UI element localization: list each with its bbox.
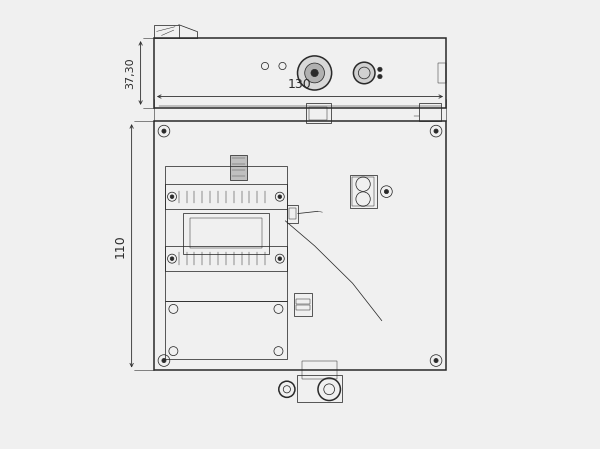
Bar [302,361,337,379]
Text: 130: 130 [288,78,312,91]
Bar [438,62,446,84]
Bar [166,185,287,209]
Circle shape [170,195,174,198]
Circle shape [377,67,382,72]
Bar [310,107,327,120]
Circle shape [170,257,174,260]
Bar [294,293,312,316]
Bar [297,375,342,402]
Bar [296,299,310,304]
Circle shape [353,62,375,84]
Circle shape [305,63,325,83]
Bar [296,305,310,310]
Circle shape [385,189,388,194]
Text: 37,30: 37,30 [125,57,135,89]
Bar [287,205,298,223]
Bar [190,219,262,248]
Circle shape [311,69,318,76]
Circle shape [298,56,332,90]
Bar [166,247,287,271]
Bar [352,177,374,206]
Circle shape [434,358,438,363]
Bar [154,38,446,108]
Text: 110: 110 [113,234,126,258]
Circle shape [162,129,166,133]
Bar [154,121,446,370]
Bar [306,103,331,123]
Bar [166,301,287,359]
Bar [166,166,287,301]
Circle shape [162,358,166,363]
Circle shape [377,75,382,79]
Bar [230,155,247,180]
Bar [350,175,377,208]
Bar [154,25,179,38]
Circle shape [278,195,281,198]
Bar [419,103,442,121]
Circle shape [434,129,438,133]
Bar [183,213,269,254]
Circle shape [278,257,281,260]
Bar [289,208,296,219]
